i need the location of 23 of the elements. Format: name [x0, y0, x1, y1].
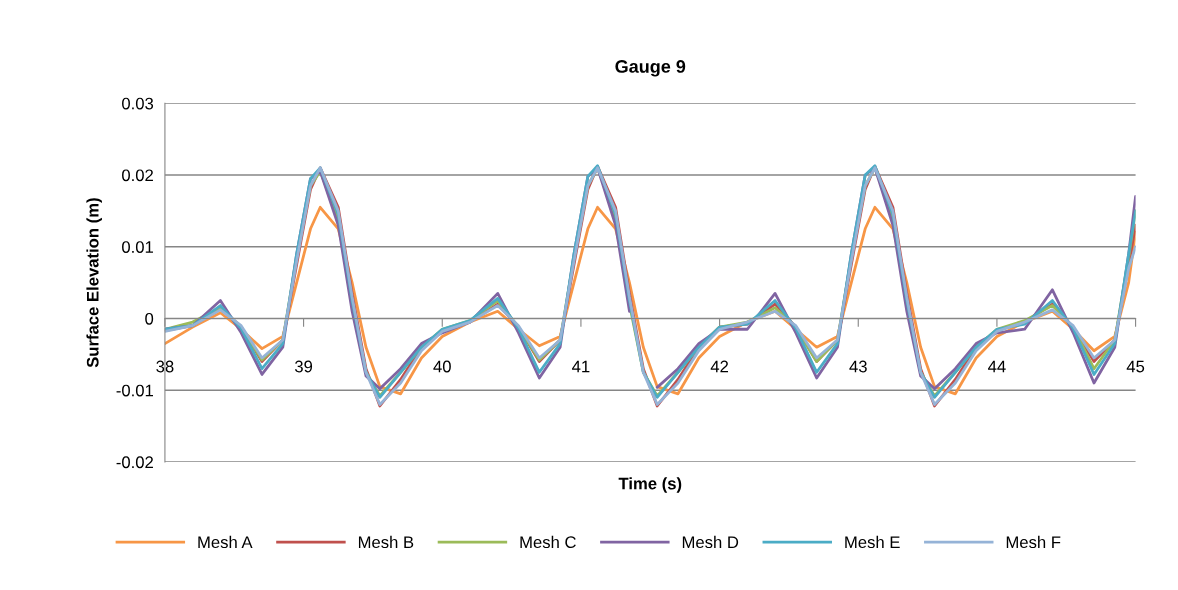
x-tick-label: 44	[988, 360, 1006, 373]
legend-label: Mesh A	[198, 535, 253, 549]
x-tick-label: 38	[156, 360, 174, 373]
y-tick-label: 0.01	[122, 241, 153, 253]
x-tick-label: 41	[572, 360, 590, 373]
y-tick-label: -0.02	[116, 456, 153, 469]
chart-title: Gauge 9	[615, 60, 686, 77]
legend-label: Mesh E	[845, 535, 900, 549]
legend-label: Mesh B	[358, 535, 414, 549]
x-tick-label: 42	[710, 360, 729, 373]
x-tick-label: 39	[294, 360, 313, 373]
y-tick-label: 0	[145, 312, 154, 325]
y-axis-title: Surface Elevation (m)	[86, 198, 102, 368]
x-tick-label: 40	[433, 360, 451, 373]
x-tick-label: 45	[1126, 360, 1145, 373]
legend-label: Mesh C	[520, 535, 576, 549]
legend-label: Mesh D	[682, 535, 739, 549]
legend-label: Mesh F	[1006, 535, 1061, 549]
y-tick-label: 0.03	[122, 97, 154, 110]
x-axis-title: Time (s)	[618, 477, 682, 493]
y-tick-label: 0.02	[122, 169, 153, 182]
y-tick-label: -0.01	[116, 384, 153, 397]
x-tick-label: 43	[849, 360, 867, 373]
